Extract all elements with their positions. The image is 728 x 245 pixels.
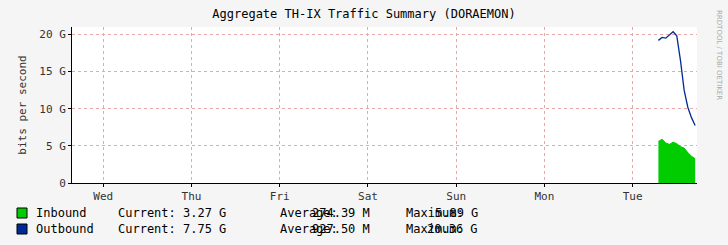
svg-text:bits per second: bits per second xyxy=(16,55,29,154)
svg-text:Fri: Fri xyxy=(270,190,290,203)
svg-text:Sat: Sat xyxy=(358,190,378,203)
svg-text:5 G: 5 G xyxy=(46,140,66,153)
svg-text:20 G: 20 G xyxy=(39,28,66,41)
svg-text:Maximum:: Maximum: xyxy=(406,206,464,220)
svg-text:Current:: Current: xyxy=(118,222,176,236)
svg-text:3.27 G: 3.27 G xyxy=(183,206,226,220)
svg-text:Outbound: Outbound xyxy=(36,222,94,236)
svg-text:20.36 G: 20.36 G xyxy=(427,222,478,236)
svg-text:Wed: Wed xyxy=(93,190,113,203)
svg-text:Tue: Tue xyxy=(623,190,643,203)
svg-text:5.89 G: 5.89 G xyxy=(435,206,478,220)
svg-text:Aggregate TH-IX Traffic Summar: Aggregate TH-IX Traffic Summary (DORAEMO… xyxy=(212,7,515,21)
svg-text:927.50 M: 927.50 M xyxy=(312,222,370,236)
svg-text:RRDTOOL / TOBI OETIKER: RRDTOOL / TOBI OETIKER xyxy=(715,10,723,100)
svg-text:Maximum:: Maximum: xyxy=(406,222,464,236)
svg-text:Inbound: Inbound xyxy=(36,206,87,220)
svg-text:15 G: 15 G xyxy=(39,65,66,78)
svg-text:Average:: Average: xyxy=(280,206,338,220)
svg-text:0: 0 xyxy=(59,177,66,190)
svg-text:7.75 G: 7.75 G xyxy=(183,222,226,236)
svg-text:Average:: Average: xyxy=(280,222,338,236)
svg-text:Thu: Thu xyxy=(182,190,202,203)
svg-text:Current:: Current: xyxy=(118,206,176,220)
svg-text:Sun: Sun xyxy=(446,190,466,203)
svg-text:10 G: 10 G xyxy=(39,103,66,116)
svg-text:274.39 M: 274.39 M xyxy=(312,206,370,220)
svg-text:Mon: Mon xyxy=(534,190,554,203)
